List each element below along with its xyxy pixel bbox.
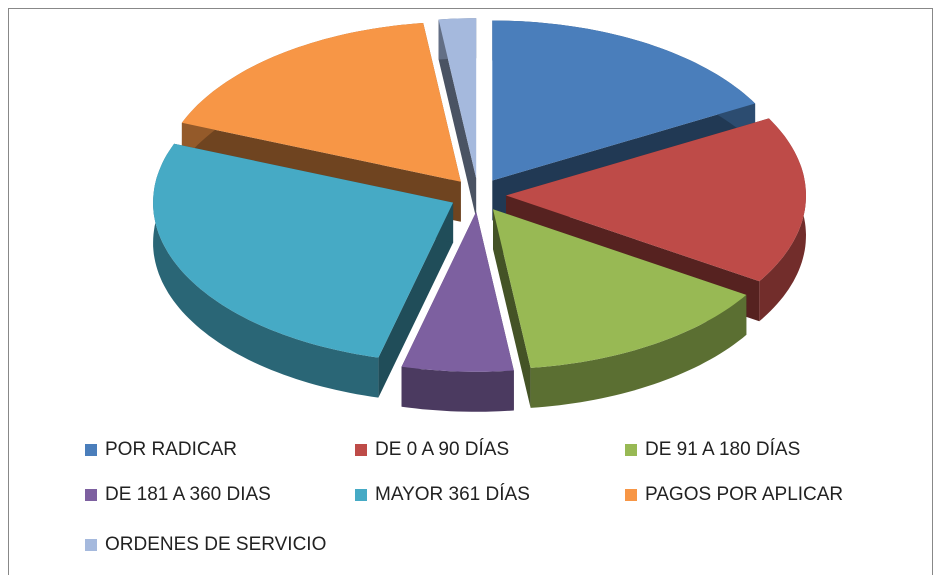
legend-swatch bbox=[85, 539, 97, 551]
legend-label: POR RADICAR bbox=[105, 439, 237, 460]
slice-top bbox=[493, 209, 747, 368]
legend-label: PAGOS POR APLICAR bbox=[645, 484, 843, 505]
legend-label: DE 181 A 360 DIAS bbox=[105, 484, 271, 505]
slice-wall bbox=[401, 366, 514, 412]
slice-wall bbox=[153, 143, 379, 398]
slice-wall bbox=[530, 294, 747, 408]
slice-side bbox=[438, 19, 477, 219]
slice-top bbox=[438, 18, 477, 179]
legend-label: ORDENES DE SERVICIO bbox=[105, 534, 326, 555]
slice-top bbox=[401, 211, 514, 372]
legend-swatch bbox=[355, 444, 367, 456]
slice-top bbox=[181, 23, 461, 182]
slice-side bbox=[378, 202, 454, 398]
legend-swatch bbox=[625, 489, 637, 501]
legend-label: MAYOR 361 DÍAS bbox=[375, 484, 530, 505]
pie-slice bbox=[493, 209, 747, 408]
slice-top bbox=[492, 20, 756, 181]
legend-swatch bbox=[625, 444, 637, 456]
legend-swatch bbox=[355, 489, 367, 501]
slice-top bbox=[153, 143, 454, 358]
pie-slice bbox=[438, 18, 477, 219]
slice-top bbox=[506, 118, 806, 282]
legend-label: DE 0 A 90 DÍAS bbox=[375, 439, 509, 460]
pie-slice bbox=[401, 211, 514, 412]
legend-swatch bbox=[85, 444, 97, 456]
pie-slice bbox=[153, 143, 454, 398]
slice-side bbox=[493, 209, 531, 408]
legend-label: DE 91 A 180 DÍAS bbox=[645, 439, 800, 460]
legend-swatch bbox=[85, 489, 97, 501]
